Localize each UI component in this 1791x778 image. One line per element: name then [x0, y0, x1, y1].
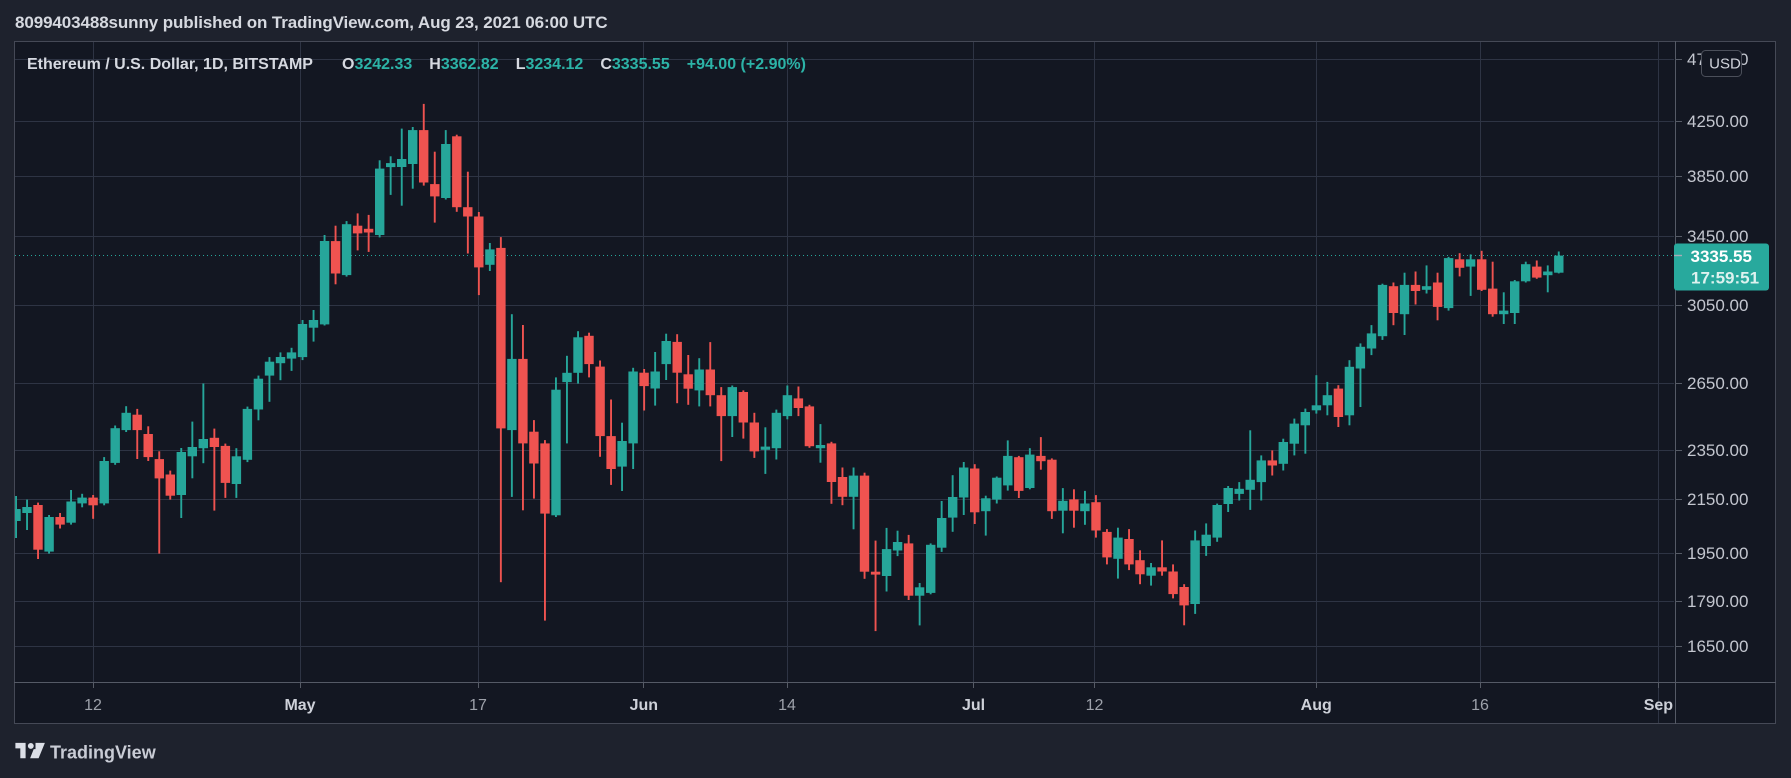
svg-text:2350.00: 2350.00 — [1687, 441, 1748, 460]
svg-text:1950.00: 1950.00 — [1687, 544, 1748, 563]
svg-text:Jun: Jun — [630, 697, 658, 714]
svg-text:3335.55: 3335.55 — [1691, 247, 1752, 266]
svg-text:TradingView: TradingView — [50, 743, 157, 763]
svg-text:12: 12 — [1086, 697, 1104, 714]
svg-text:3050.00: 3050.00 — [1687, 296, 1748, 315]
svg-text:12: 12 — [84, 697, 102, 714]
svg-text:2650.00: 2650.00 — [1687, 374, 1748, 393]
svg-text:17:59:51: 17:59:51 — [1691, 269, 1759, 288]
svg-text:Aug: Aug — [1301, 697, 1332, 714]
svg-text:4250.00: 4250.00 — [1687, 112, 1748, 131]
svg-text:14: 14 — [778, 697, 796, 714]
svg-text:3450.00: 3450.00 — [1687, 227, 1748, 246]
svg-text:3850.00: 3850.00 — [1687, 167, 1748, 186]
svg-text:May: May — [284, 697, 315, 714]
svg-text:17: 17 — [469, 697, 487, 714]
svg-text:1650.00: 1650.00 — [1687, 637, 1748, 656]
svg-text:16: 16 — [1471, 697, 1489, 714]
svg-text:1790.00: 1790.00 — [1687, 592, 1748, 611]
svg-text:Jul: Jul — [962, 697, 985, 714]
svg-text:USD: USD — [1709, 56, 1741, 73]
svg-text:Sep: Sep — [1644, 697, 1674, 714]
svg-text:8099403488sunny published on T: 8099403488sunny published on TradingView… — [15, 13, 608, 32]
svg-text:2150.00: 2150.00 — [1687, 490, 1748, 509]
